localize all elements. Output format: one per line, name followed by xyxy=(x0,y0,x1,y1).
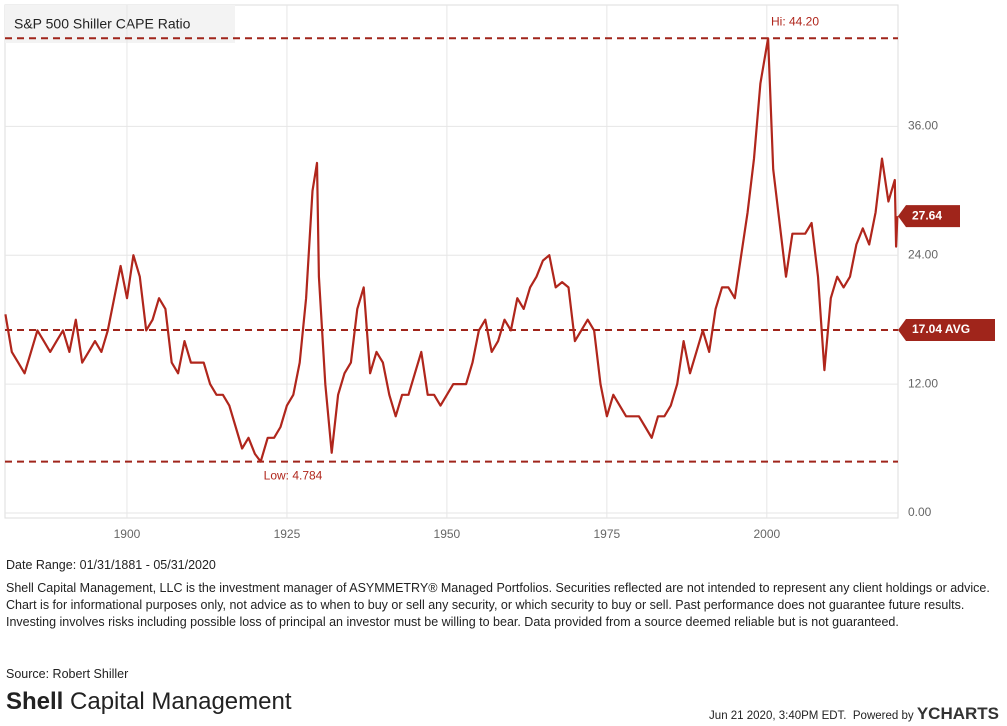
y-tick-label: 24.00 xyxy=(908,247,938,261)
x-tick-label: 1950 xyxy=(434,527,461,541)
brand-rest: Capital Management xyxy=(70,688,292,715)
plot-area xyxy=(4,4,899,519)
reference-flag xyxy=(898,318,995,341)
brand-bold: Shell xyxy=(6,688,64,715)
y-tick-label: 0.00 xyxy=(908,505,932,519)
disclaimer: Shell Capital Management, LLC is the inv… xyxy=(6,581,990,629)
source: Source: Robert Shiller xyxy=(6,667,129,681)
last-value-flag xyxy=(898,205,960,228)
x-tick-label: 1925 xyxy=(274,527,301,541)
x-tick-label: 2000 xyxy=(753,527,780,541)
ycharts-logo: YCHARTS xyxy=(916,704,999,723)
powered-by: Powered by xyxy=(852,710,914,722)
timestamp: Jun 21 2020, 3:40PM EDT. xyxy=(709,710,847,722)
last-value-label: 27.64 xyxy=(912,208,942,222)
data-line xyxy=(4,37,899,463)
brand: Shell Capital Management xyxy=(6,688,292,716)
reference-label: 17.04 AVG xyxy=(912,322,970,336)
title-box xyxy=(5,5,235,43)
reference-label: Hi: 44.20 xyxy=(771,14,819,28)
y-tick-label: 36.00 xyxy=(908,119,938,133)
y-tick-label: 12.00 xyxy=(908,376,938,390)
chart: S&P 500 Shiller CAPE Ratio 0.00 12.00 24.0… xyxy=(4,4,995,541)
chart-title: S&P 500 Shiller CAPE Ratio xyxy=(14,16,191,32)
x-tick-label: 1900 xyxy=(114,527,141,541)
date-range: Date Range: 01/31/1881 - 05/31/2020 xyxy=(6,558,216,572)
x-tick-label: 1975 xyxy=(594,527,621,541)
reference-label: Low: 4.784 xyxy=(264,469,323,483)
footer-right: Jun 21 2020, 3:40PM EDT. Powered by YCHA… xyxy=(709,704,999,724)
